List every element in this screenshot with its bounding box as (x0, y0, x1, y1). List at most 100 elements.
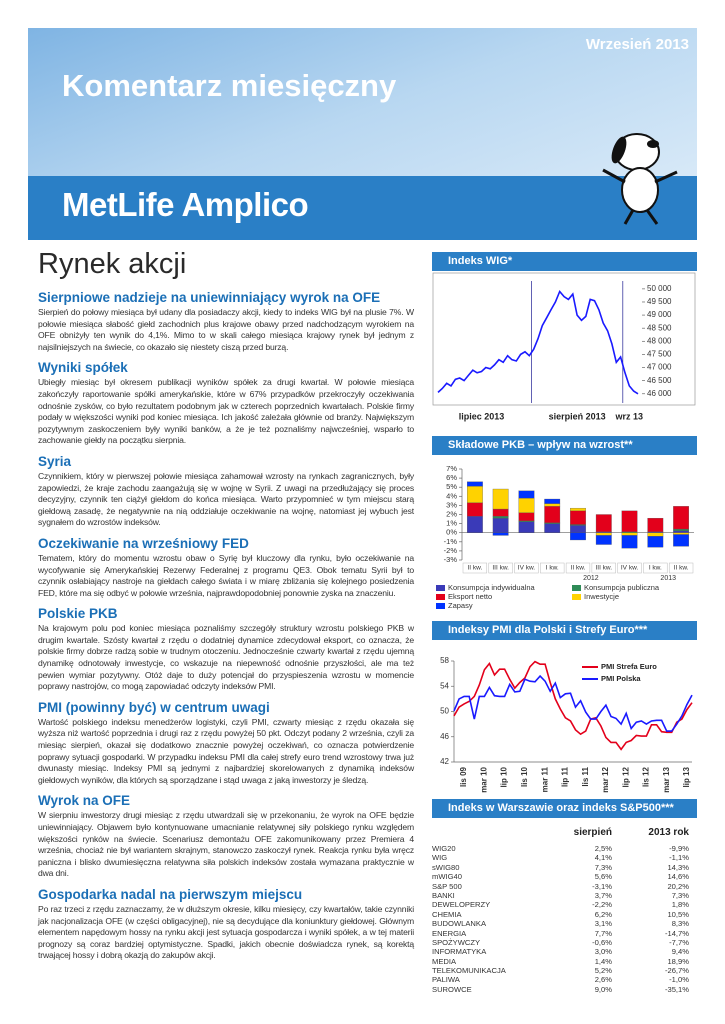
table-row: CHEMIA 6,2% 10,5% (432, 910, 697, 919)
table-cell: 4,1% (594, 853, 612, 863)
x-tick-label: III kw. (492, 565, 509, 572)
y-tick-label: 58 (440, 656, 449, 665)
article-heading: Gospodarka nadal na pierwszym miejscu (38, 886, 303, 902)
x-tick-label: sierpień 2013 (549, 411, 606, 421)
x-tick-label: mar 11 (540, 766, 549, 792)
table-cell: -7,7% (669, 937, 689, 947)
chart: -3%-2%-1%0%1%2%3%4%5%6%7% II kw. III kw. IV… (436, 464, 694, 610)
y-tick-label: 46 000 (647, 389, 672, 398)
y-tick-label: 46 500 (647, 376, 672, 385)
group-label: 2013 (660, 575, 676, 582)
y-tick-label: 4% (446, 491, 457, 500)
bar-segment (492, 532, 509, 536)
table-row: mWIG40 5,6% 14,6% (432, 872, 697, 881)
x-tick-label: mar 13 (662, 766, 671, 792)
article: Syria Czynnikiem, który w pierwszej połow… (38, 454, 414, 529)
bar-segment (467, 481, 483, 487)
legend-label: Konsumpcja indywidualna (448, 583, 536, 592)
bar-segment (467, 516, 483, 533)
legend-swatch (436, 594, 445, 600)
table-cell: S&P 500 (432, 881, 462, 891)
chart-title: Indeksy PMI dla Polski i Strefy Euro*** (432, 621, 697, 640)
table-row: DEWELOPERZY -2,2% 1,8% (432, 900, 697, 909)
article: Gospodarka nadal na pierwszym miejscu Po … (38, 887, 414, 962)
y-tick-label: 47 500 (647, 350, 672, 359)
bar-segment (492, 517, 509, 533)
table-cell: 2,5% (594, 844, 612, 853)
article-body: Ubiegły miesiąc był okresem publikacji w… (38, 377, 414, 446)
article-body: Wartość polskiego indeksu menedżerów log… (38, 716, 414, 785)
y-tick-label: 50 (440, 707, 449, 716)
table-cell: 6,2% (594, 909, 612, 919)
legend-swatch (572, 585, 581, 591)
table-cell: 18,9% (667, 956, 689, 966)
table-cell: -0,6% (592, 937, 612, 947)
table-row: WIG20 2,5% -9,9% (432, 844, 697, 853)
table-cell: SPOŻYWCZY (432, 937, 481, 947)
article-body: Tematem, który do momentu wzrostu obaw o… (38, 552, 414, 598)
x-tick-label: lis 09 (459, 766, 468, 787)
table-cell: WIG (432, 853, 448, 863)
table-cell: BUDOWLANKA (432, 919, 487, 929)
category-box (668, 562, 694, 574)
article: Oczekiwanie na wrześniowy FED Tematem, kt… (38, 536, 414, 599)
article-heading: Sierpniowe nadzieje na uniewinniający wy… (38, 290, 381, 305)
legend-swatch (572, 594, 581, 600)
table-row: SPOŻYWCZY -0,6% -7,7% (432, 938, 697, 947)
table-cell: 20,2% (667, 881, 689, 891)
y-tick-label: -3% (444, 555, 458, 564)
table-cell: -9,9% (669, 844, 689, 853)
table-cell: INFORMATYKA (432, 947, 487, 957)
table-cell: mWIG40 (432, 872, 462, 882)
article-heading: Oczekiwanie na wrześniowy FED (38, 535, 249, 551)
x-tick-label: IV kw. (518, 565, 536, 572)
x-tick-label: mar 12 (601, 766, 610, 792)
category-box (540, 562, 565, 574)
legend-label: PMI Strefa Euro (601, 662, 657, 671)
legend-label: Zapasy (448, 601, 473, 610)
table-cell: TELEKOMUNIKACJA (432, 966, 506, 976)
bar-segment (647, 536, 664, 548)
bar-segment (467, 502, 483, 517)
bar-segment (621, 535, 638, 549)
x-tick-label: II kw. (571, 565, 586, 572)
article: Polskie PKB Na krajowym polu pod koniec m… (38, 606, 414, 693)
table-row: ENERGIA 7,7% -14,7% (432, 929, 697, 938)
bar-segment (673, 506, 689, 530)
x-tick-label: lis 10 (520, 766, 529, 787)
x-tick-label: wrz 13 (615, 411, 644, 421)
category-box (617, 562, 642, 574)
table-cell: 10,5% (667, 909, 689, 919)
legend-label: PMI Polska (601, 674, 641, 683)
category-box (591, 562, 616, 574)
table-cell: 2,6% (594, 975, 612, 985)
bar-segment (570, 510, 586, 525)
chart-title: Indeks WIG* (432, 252, 697, 271)
table-cell: -35,1% (664, 984, 689, 994)
x-tick-label: II kw. (467, 565, 482, 572)
article-body: Po raz trzeci z rzędu zaznaczamy, że w d… (38, 903, 414, 961)
article-heading: PMI (powinny być) w centrum uwagi (38, 699, 270, 715)
table-cell: 9,4% (671, 947, 689, 957)
article: Wyrok na OFE W sierpniu inwestorzy drugi … (38, 793, 414, 880)
bar-segment (570, 532, 586, 541)
bar-segment (673, 532, 689, 535)
bar-segment (518, 490, 535, 499)
x-tick-label: mar 10 (479, 766, 488, 792)
article-body: W sierpniu inwestorzy drugi miesiąc z rz… (38, 810, 414, 879)
y-tick-label: 47 000 (647, 363, 672, 372)
bar-segment (492, 508, 509, 517)
x-tick-label: IV kw. (621, 565, 639, 572)
brand: MetLife Amplico (62, 186, 309, 223)
bar-segment (673, 534, 689, 547)
bar-segment (467, 486, 483, 503)
article-body: Sierpień do połowy miesiąca był udany dl… (38, 307, 414, 352)
bar-segment (595, 532, 612, 536)
table-cell: 7,7% (594, 928, 612, 938)
bar-segment (518, 497, 535, 513)
table-cell: 7,3% (594, 862, 612, 872)
table-cell: BANKI (432, 890, 455, 900)
article-heading: Wyniki spółek (38, 360, 128, 376)
table-row: TELEKOMUNIKACJA 5,2% -26,7% (432, 966, 697, 975)
table-cell: sWIG80 (432, 862, 460, 872)
